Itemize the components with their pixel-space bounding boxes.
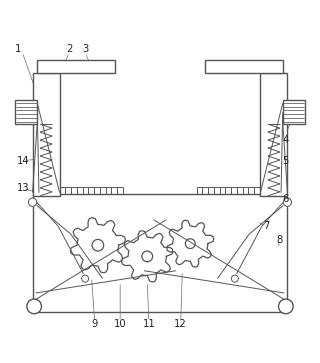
Text: 3: 3 [82,44,88,54]
Circle shape [27,299,42,314]
Text: 5: 5 [283,156,289,166]
Text: 8: 8 [276,236,283,245]
Bar [33,73,60,196]
Circle shape [278,299,293,314]
Text: 13: 13 [17,183,29,193]
Text: 12: 12 [174,319,187,329]
Text: 4: 4 [283,135,289,145]
Text: 7: 7 [264,221,270,231]
Bar [37,60,116,73]
Text: 6: 6 [283,194,289,204]
Circle shape [28,198,37,206]
Text: 10: 10 [114,319,126,329]
Text: 14: 14 [17,156,29,166]
Circle shape [82,275,89,282]
Text: 2: 2 [66,44,72,54]
Text: 11: 11 [142,319,155,329]
Bar [33,194,287,312]
Circle shape [283,198,292,206]
Bar [260,73,287,196]
Text: 1: 1 [15,44,21,54]
Bar [204,60,283,73]
Bar [283,100,305,124]
Circle shape [231,275,238,282]
Bar [15,100,37,124]
Text: 9: 9 [92,319,98,329]
